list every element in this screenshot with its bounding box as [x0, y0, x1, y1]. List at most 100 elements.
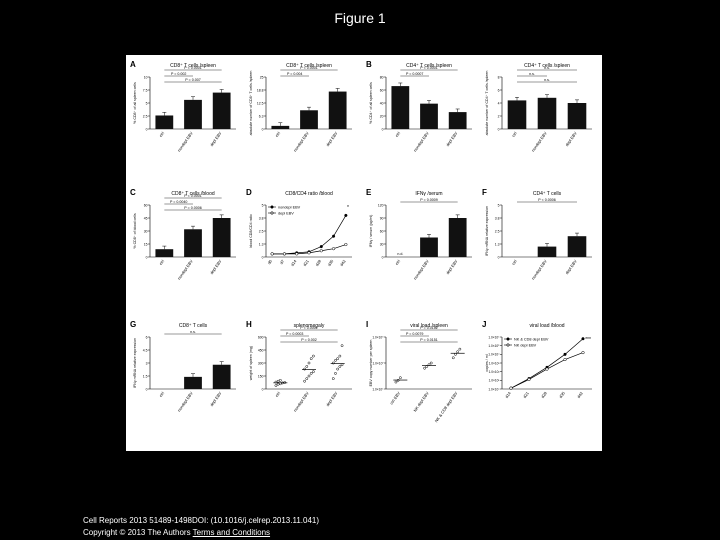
x-tick-label: ctrl — [158, 259, 165, 266]
scatter-point — [338, 354, 342, 358]
series-point — [344, 213, 348, 217]
x-tick-label: nondepl EBV — [292, 390, 310, 412]
y-tick-label: 1.0×10¹ — [489, 379, 500, 383]
y-tick-label: 1.0×10² — [489, 370, 500, 374]
panel-c: C CD8⁺ T cells /blood % CD8⁺ of blood cell… — [130, 188, 236, 281]
panel-title: viral load /spleen — [410, 323, 448, 329]
y-tick-label: 5 — [146, 101, 148, 105]
series-point — [509, 386, 513, 390]
x-tick-label: nondepl EBV — [412, 130, 430, 152]
y-tick-label: 0 — [382, 255, 384, 259]
scatter-point — [456, 350, 460, 354]
y-tick-label: 2 — [498, 114, 500, 118]
bar — [155, 115, 174, 129]
x-tick-label: d7 — [279, 258, 286, 265]
copyright-text: Copyright © 2013 The Authors — [83, 528, 191, 537]
y-tick-label: 3.8 — [259, 216, 264, 220]
x-tick-label: ctrl — [274, 391, 281, 398]
x-tick-label: d14 — [290, 258, 298, 267]
y-tick-label: 1.0×10³ — [489, 361, 500, 365]
scatter-point — [305, 377, 309, 380]
x-tick-label: d35 — [326, 258, 334, 267]
y-tick-label: 450 — [258, 348, 264, 352]
y-axis-label: copies / ml — [485, 354, 489, 371]
x-tick-label: d21 — [302, 258, 310, 267]
series-point — [295, 252, 299, 256]
panel-e: E IFNγ /serum IFNγ / serum (pg/ml) 0 30 60 90 1… — [366, 188, 472, 281]
terms-and-conditions-link[interactable]: Terms and Conditions — [192, 528, 271, 537]
y-tick-label: 80 — [380, 75, 384, 79]
p-value: n.s. — [544, 78, 550, 82]
panel-title: CD8⁺ T cells /spleen — [286, 63, 332, 69]
panel-g: G CD8⁺ T cells IFNγ mRNA relative expressi… — [130, 320, 236, 413]
y-tick-label: 0 — [146, 387, 148, 391]
x-tick-label: depl EBV — [445, 258, 459, 275]
series-point — [581, 351, 585, 355]
copyright-line: Copyright © 2013 The Authors Terms and C… — [83, 528, 270, 537]
y-tick-label: 3.8 — [495, 216, 500, 220]
y-axis-label: EBV copy number per spleen — [369, 340, 373, 387]
scatter-point — [451, 356, 455, 360]
scatter-point — [276, 379, 280, 383]
x-tick-label: ctrl — [274, 131, 281, 138]
y-tick-label: 1.5 — [143, 374, 148, 378]
y-tick-label: 40 — [380, 101, 384, 105]
significance-mark: *** — [585, 337, 591, 343]
panel-letter: F — [482, 188, 487, 197]
y-tick-label: 8 — [498, 75, 500, 79]
p-value: P = 0.0009 — [420, 198, 437, 202]
panel-a: A CD8⁺ T cells /spleen % CD8⁺ of all splee… — [130, 60, 236, 153]
y-tick-label: 1.3 — [259, 242, 264, 246]
x-tick-label: nondepl EBV — [292, 130, 310, 152]
y-tick-label: 0 — [262, 255, 264, 259]
y-tick-label: 18.8 — [257, 88, 264, 92]
y-tick-label: 5 — [262, 203, 264, 207]
series-point — [319, 245, 323, 249]
panel-f: F CD4⁺ T cells IFNγ mRNA relative expressi… — [482, 188, 592, 281]
p-value: P = 0.0152 — [420, 326, 437, 330]
y-axis-label: absolute number of CD8⁺ T cells /spleen — [249, 71, 253, 136]
y-tick-label: 150 — [258, 374, 264, 378]
y-tick-label: 0 — [262, 387, 264, 391]
x-tick-label: depl EBV — [209, 390, 223, 407]
p-value: P < 0.0001 — [300, 66, 317, 70]
scatter-point — [307, 374, 311, 378]
panel-letter: H — [246, 320, 252, 329]
bar — [448, 218, 467, 257]
panel-letter: J — [482, 320, 486, 329]
panel-letter: G — [130, 320, 136, 329]
bar — [537, 246, 557, 257]
scatter-point — [336, 367, 340, 371]
y-tick-label: 45 — [144, 216, 148, 220]
y-tick-label: 0 — [498, 127, 500, 131]
x-tick-label: nondepl EBV — [530, 258, 548, 280]
bar — [155, 249, 174, 257]
series-point — [581, 337, 585, 341]
scatter-point — [309, 372, 313, 375]
y-axis-label: % CD8⁺ of all spleen cells — [133, 82, 137, 124]
y-tick-label: 7.5 — [143, 88, 148, 92]
scatter-point — [276, 382, 280, 386]
p-value: n.s. — [529, 72, 535, 76]
x-tick-label: nondepl EBV — [176, 130, 194, 152]
y-tick-label: 5 — [498, 203, 500, 207]
y-tick-label: 12.5 — [257, 101, 264, 105]
p-value: n.s. — [544, 66, 550, 70]
scatter-point — [338, 365, 342, 368]
bar — [567, 103, 587, 129]
x-tick-label: nondepl EBV — [412, 258, 430, 280]
panel-letter: B — [366, 60, 372, 69]
scatter-point — [307, 361, 311, 365]
panel-title: CD4⁺ T cells /spleen — [524, 63, 570, 69]
panel-b: B CD4⁺ T cells /spleen % CD4⁺ of all splee… — [366, 60, 472, 153]
panel-title: viral load /blood — [529, 323, 564, 329]
scatter-point — [423, 366, 426, 370]
bar — [184, 99, 202, 129]
y-axis-label: blood CD8/CD4 ratio — [249, 214, 253, 247]
scatter-point — [334, 359, 337, 362]
x-tick-label: d28 — [314, 258, 322, 267]
y-axis-label: weight of spleen (mg) — [249, 346, 253, 380]
y-axis-label: % CD4⁺ of all spleen cells — [369, 82, 373, 124]
x-tick-label: ctrl — [511, 131, 518, 138]
